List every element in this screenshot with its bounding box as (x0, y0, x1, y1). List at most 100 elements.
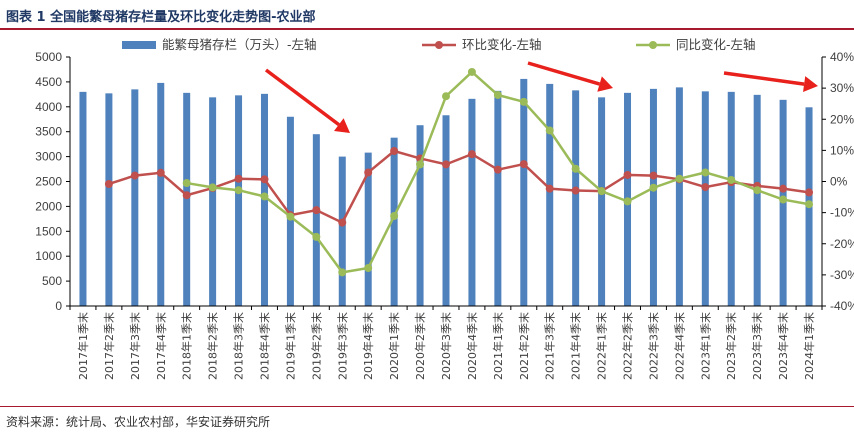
yoy-point (390, 212, 399, 221)
annotation-arrow-shaft (527, 61, 601, 86)
x-tick-label: 2017年3季末 (128, 312, 142, 380)
y-right-tick-label: 20% (830, 112, 854, 126)
qoq-point (493, 165, 502, 174)
x-tick-label: 2022年3季末 (646, 312, 660, 380)
yoy-point (338, 268, 347, 277)
qoq-point (623, 170, 632, 179)
yoy-point (442, 92, 450, 101)
y-right-tick-label: -10% (830, 206, 854, 220)
yoy-point (260, 192, 269, 201)
qoq-point (701, 183, 710, 192)
qoq-point (467, 150, 476, 159)
qoq-point (571, 186, 580, 195)
x-tick-label: 2018年2季末 (206, 312, 220, 380)
x-tick-label: 2018年3季末 (232, 312, 246, 380)
x-tick-label: 2020年1季末 (387, 312, 401, 380)
bar (753, 94, 761, 307)
annotation-arrow-shaft (723, 71, 805, 86)
qoq-point (519, 160, 528, 169)
qoq-point (649, 171, 658, 180)
yoy-point (416, 160, 425, 169)
qoq-point (130, 171, 139, 180)
legend-swatch-marker (649, 41, 657, 49)
annotation-arrow-head (334, 118, 350, 133)
bar (442, 115, 450, 307)
qoq-point (104, 179, 113, 188)
y-right-tick-label: 30% (830, 81, 854, 95)
x-tick-label: 2022年2季末 (621, 312, 635, 380)
yoy-point (727, 175, 736, 184)
y-left-tick-label: 3000 (35, 150, 62, 164)
x-tick-label: 2023年2季末 (724, 312, 738, 380)
bar (338, 156, 346, 306)
bar (598, 97, 606, 306)
bar (468, 98, 476, 306)
y-right-tick-label: -30% (830, 268, 854, 282)
yoy-point (597, 187, 606, 196)
yoy-point (675, 174, 684, 183)
arrows-group (264, 61, 818, 133)
qoq-point (442, 160, 450, 169)
legend: 能繁母猪存栏（万头）-左轴 环比变化-左轴 同比变化-左轴 (122, 37, 756, 52)
chart: 0 500 1000 1500 2000 2500 3000 3500 4000 4500 5000… (35, 37, 854, 380)
source-rule (0, 406, 854, 407)
x-tick-label: 2018年4季末 (257, 312, 271, 380)
y-right-tick-label: -20% (830, 237, 854, 251)
y-left-tick-label: 0 (55, 299, 62, 313)
bar (235, 95, 243, 306)
yoy-point (208, 183, 217, 192)
annotation-arrow-head (597, 76, 613, 92)
bar (701, 91, 709, 306)
x-tick-label: 2021年1季末 (491, 312, 505, 380)
qoq-point (234, 174, 243, 183)
yoy-point (649, 183, 658, 192)
bar (546, 83, 554, 306)
qoq-point (156, 168, 165, 177)
yoy-point (286, 212, 295, 221)
x-tick-label: 2021年4季末 (569, 312, 583, 380)
yoy-point (234, 186, 243, 195)
annotation-arrow-shaft (264, 68, 340, 126)
legend-swatch-bar (122, 41, 156, 49)
x-tick-label: 2019年1季末 (283, 312, 297, 380)
figure-title: 图表 1 全国能繁母猪存栏量及环比变化走势图-农业部 (6, 10, 316, 25)
bar (312, 134, 320, 306)
annotation-arrow-head (803, 76, 818, 93)
qoq-point (364, 168, 373, 177)
yoy-point (623, 197, 632, 206)
bar (520, 78, 528, 306)
x-tick-label: 2021年3季末 (543, 312, 557, 380)
bar (183, 92, 191, 306)
bar (649, 88, 657, 306)
x-tick-label: 2017年1季末 (76, 312, 90, 380)
y-left-tick-label: 4000 (35, 100, 62, 114)
qoq-point (805, 188, 814, 197)
qoq-point (545, 184, 554, 193)
bar (157, 82, 165, 306)
yoy-point (753, 186, 762, 195)
yoy-point (571, 164, 580, 173)
x-tick-label: 2024年1季末 (802, 312, 816, 380)
y-right-tick-label: 0% (830, 175, 848, 189)
bar (494, 90, 502, 306)
yoy-point (701, 168, 710, 177)
y-left-tick-label: 500 (42, 274, 62, 288)
qoq-point (260, 175, 269, 184)
y-right-tick-label: -40% (830, 299, 854, 313)
qoq-point (779, 184, 788, 193)
x-tick-label: 2020年3季末 (439, 312, 453, 380)
yoy-point (805, 200, 814, 209)
y-left-tick-label: 1500 (35, 224, 62, 238)
x-tick-label: 2020年4季末 (465, 312, 479, 380)
x-tick-label: 2023年3季末 (750, 312, 764, 380)
bar (79, 91, 87, 306)
x-tick-label: 2019年2季末 (309, 312, 323, 380)
y-left-tick-label: 3500 (35, 125, 62, 139)
yoy-point (545, 126, 554, 135)
qoq-line (108, 149, 810, 225)
yoy-point (519, 97, 528, 106)
lines-group (104, 67, 814, 277)
x-ticks-group: 2017年1季末 2017年2季末 2017年3季末 2017年4季末 2018年1季末… (76, 312, 816, 380)
x-tick-label: 2018年1季末 (180, 312, 194, 380)
bar (364, 152, 372, 306)
